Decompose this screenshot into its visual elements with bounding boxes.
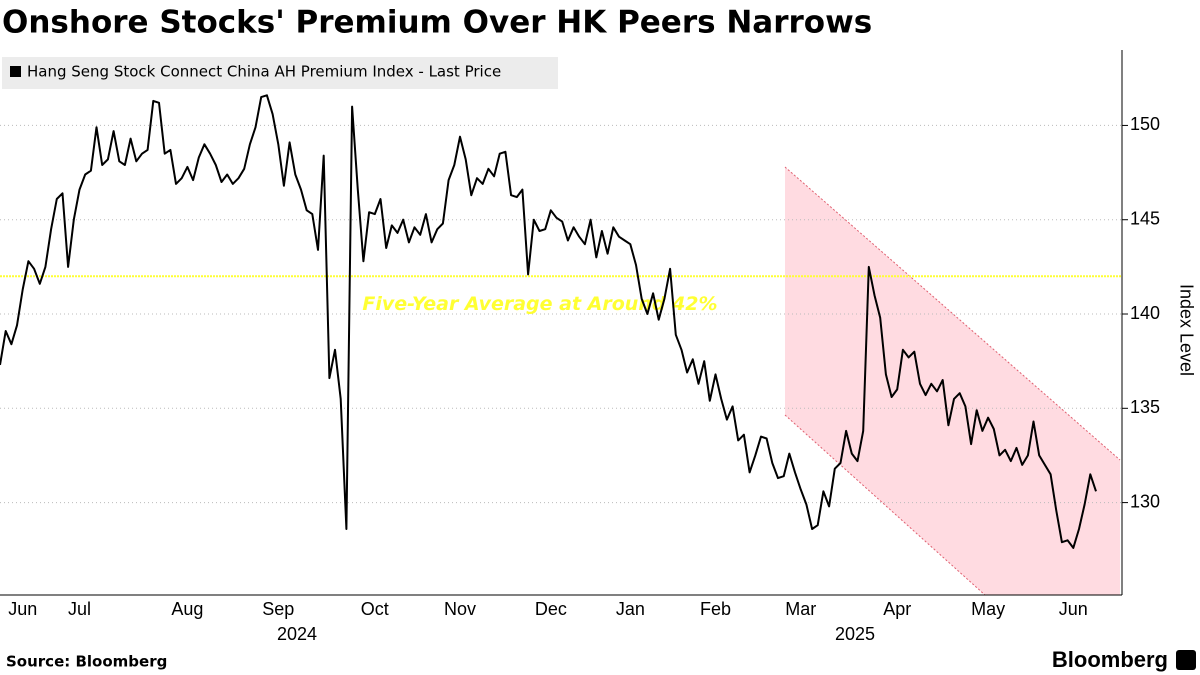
x-tick-label: Jul: [68, 599, 91, 619]
legend-box: [2, 57, 558, 89]
x-tick-label: Aug: [171, 599, 203, 619]
year-label: 2024: [277, 624, 317, 644]
x-tick-label: Nov: [444, 599, 476, 619]
x-tick-label: Apr: [883, 599, 911, 619]
x-tick-label: Mar: [785, 599, 816, 619]
legend-label: Hang Seng Stock Connect China AH Premium…: [27, 63, 501, 81]
x-tick-label: Dec: [535, 599, 567, 619]
brand: Bloomberg: [1052, 647, 1168, 672]
average-label: Five-Year Average at Around 42%: [362, 293, 717, 315]
x-tick-label: Jun: [1059, 599, 1088, 619]
y-tick-label: 135: [1130, 397, 1160, 417]
chart-title: Onshore Stocks' Premium Over HK Peers Na…: [2, 5, 872, 41]
channel: [785, 167, 1120, 595]
x-tick-label: Oct: [361, 599, 389, 619]
line: [0, 94, 1097, 549]
year-label: 2025: [835, 624, 875, 644]
channel-edge: [784, 414, 986, 596]
x-tick-label: Feb: [700, 599, 731, 619]
x-tick-label: Jun: [8, 599, 37, 619]
y-axis-title: Index Level: [1176, 284, 1196, 376]
y-tick-label: 145: [1130, 208, 1160, 228]
x-tick-label: Sep: [262, 599, 294, 619]
brand-icon: [1176, 650, 1196, 670]
y-tick-label: 130: [1130, 491, 1160, 511]
x-tick-label: Jan: [616, 599, 645, 619]
source: Source: Bloomberg: [6, 653, 167, 671]
x-tick-label: May: [971, 599, 1005, 619]
legend-swatch: [10, 66, 21, 77]
y-tick-label: 150: [1130, 114, 1160, 134]
y-tick-label: 140: [1130, 303, 1160, 323]
